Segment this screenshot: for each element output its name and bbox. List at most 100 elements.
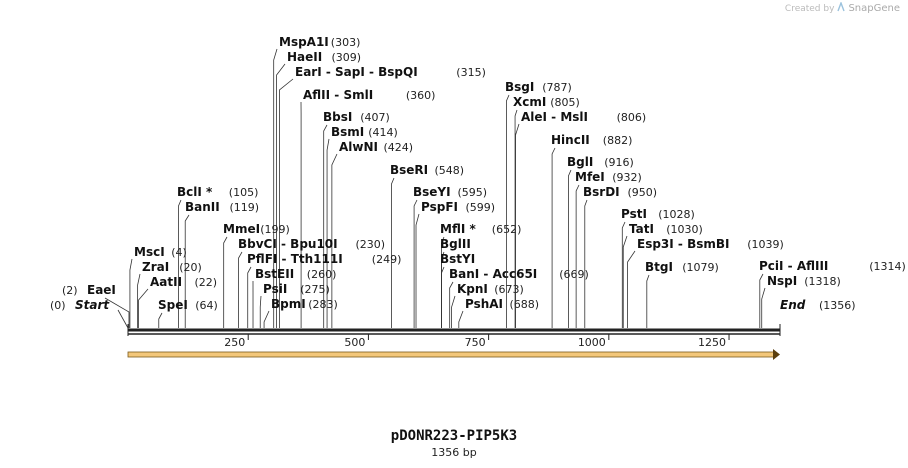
site-leader-line	[259, 295, 262, 328]
site-leader-line	[137, 273, 141, 328]
axis-tick-label: 500	[344, 336, 365, 349]
site-leader-line	[551, 147, 556, 328]
site-name[interactable]: BstYI	[440, 252, 475, 266]
map-title: pDONR223-PIP5K3	[390, 428, 518, 444]
site-position: (1028)	[658, 208, 695, 221]
site-position: (805)	[550, 96, 580, 109]
site-leader-line	[621, 221, 626, 328]
site-position: (360)	[406, 89, 436, 102]
site-name[interactable]: MfeI	[575, 170, 605, 184]
site-leader-line	[178, 199, 182, 328]
site-leader-line	[622, 235, 628, 328]
site-leader-line	[391, 177, 395, 328]
site-leader-line	[415, 213, 420, 328]
site-name[interactable]: PshAI	[465, 297, 503, 311]
site-position: (882)	[603, 134, 633, 147]
site-position: (275)	[300, 283, 330, 296]
site-name[interactable]: BanII	[185, 200, 220, 214]
site-name[interactable]: AlwNI	[339, 140, 378, 154]
site-leader-line	[584, 199, 588, 328]
site-name[interactable]: MscI	[134, 245, 165, 259]
site-name[interactable]: AatII	[150, 275, 182, 289]
site-position: (1314)	[869, 260, 906, 273]
site-name[interactable]: MflI *	[440, 222, 476, 236]
site-leader-line	[575, 184, 580, 328]
site-position: (20)	[179, 261, 202, 274]
site-leader-line	[761, 287, 766, 328]
site-name[interactable]: MspA1I	[279, 35, 329, 49]
site-leader-line	[451, 295, 456, 328]
feature-arrow-head[interactable]	[773, 349, 780, 360]
site-leader-line	[276, 63, 286, 328]
site-leader-line	[759, 273, 764, 328]
site-position: (669)	[559, 268, 589, 281]
site-name[interactable]: BstEII	[255, 267, 294, 281]
site-position: (4)	[171, 246, 187, 259]
start-label: Start	[75, 298, 110, 312]
site-leader-line	[138, 288, 149, 328]
site-name[interactable]: EaeI	[87, 283, 116, 297]
site-name[interactable]: SpeI	[158, 298, 188, 312]
site-leader-line	[323, 124, 328, 328]
site-position: (595)	[458, 186, 488, 199]
site-name[interactable]: TatI	[629, 222, 654, 236]
site-name[interactable]: BglII	[440, 237, 471, 251]
site-position: (1079)	[682, 261, 719, 274]
site-name[interactable]: KpnI	[457, 282, 488, 296]
site-name[interactable]: BseRI	[390, 163, 428, 177]
site-position: (260)	[307, 268, 337, 281]
site-name[interactable]: AflII - SmlI	[303, 88, 373, 102]
site-name[interactable]: BglI	[567, 155, 593, 169]
site-name[interactable]: BclI *	[177, 185, 213, 199]
site-name[interactable]: XcmI	[513, 95, 546, 109]
site-leader-line	[129, 258, 133, 328]
site-name[interactable]: Esp3I - BsmBI	[637, 237, 729, 251]
site-leader-line	[184, 214, 190, 328]
site-name[interactable]: BbvCI - Bpu10I	[238, 237, 338, 251]
end-position: (1356)	[819, 299, 856, 312]
site-leader-line	[413, 199, 418, 328]
site-name[interactable]: HincII	[551, 133, 590, 147]
site-leader-line	[104, 297, 130, 328]
site-position: (950)	[628, 186, 658, 199]
site-leader-line	[247, 266, 252, 328]
site-leader-line	[331, 153, 338, 328]
site-position: (1318)	[804, 275, 841, 288]
site-position: (249)	[372, 253, 402, 266]
site-name[interactable]: BsgI	[505, 80, 534, 94]
site-name[interactable]: PciI - AflIII	[759, 259, 828, 273]
site-position: (230)	[356, 238, 386, 251]
site-name[interactable]: BanI - Acc65I	[449, 267, 537, 281]
axis-tick-label: 1000	[578, 336, 606, 349]
site-name[interactable]: AleI - MslI	[521, 110, 588, 124]
site-leader-line	[515, 123, 520, 328]
site-name[interactable]: BseYI	[413, 185, 451, 199]
site-position: (119)	[230, 201, 260, 214]
site-leader-line	[223, 236, 228, 328]
site-name[interactable]: PspFI	[421, 200, 458, 214]
site-position: (787)	[542, 81, 572, 94]
site-name[interactable]: BbsI	[323, 110, 352, 124]
site-name[interactable]: PsiI	[263, 282, 287, 296]
site-name[interactable]: BsrDI	[583, 185, 620, 199]
site-leader-line	[514, 109, 518, 328]
site-position: (303)	[331, 36, 361, 49]
site-name[interactable]: HaeII	[287, 50, 322, 64]
site-leader-line	[326, 138, 330, 328]
site-name[interactable]: ZraI	[142, 260, 169, 274]
watermark-prefix: Created by	[784, 3, 835, 14]
site-position: (64)	[195, 299, 218, 312]
site-leader-line	[279, 78, 294, 328]
end-label: End	[780, 298, 806, 312]
site-name[interactable]: PflFI - Tth111I	[247, 252, 343, 266]
site-name[interactable]: BsmI	[331, 125, 364, 139]
axis-tick-label: 750	[465, 336, 486, 349]
site-position: (916)	[604, 156, 634, 169]
site-name[interactable]: BpmI	[271, 297, 306, 311]
feature-arrow-body[interactable]	[127, 351, 775, 358]
site-name[interactable]: EarI - SapI - BspQI	[295, 65, 418, 79]
site-name[interactable]: NspI	[767, 274, 797, 288]
site-name[interactable]: MmeI	[223, 222, 260, 236]
site-name[interactable]: BtgI	[645, 260, 673, 274]
site-name[interactable]: PstI	[621, 207, 647, 221]
